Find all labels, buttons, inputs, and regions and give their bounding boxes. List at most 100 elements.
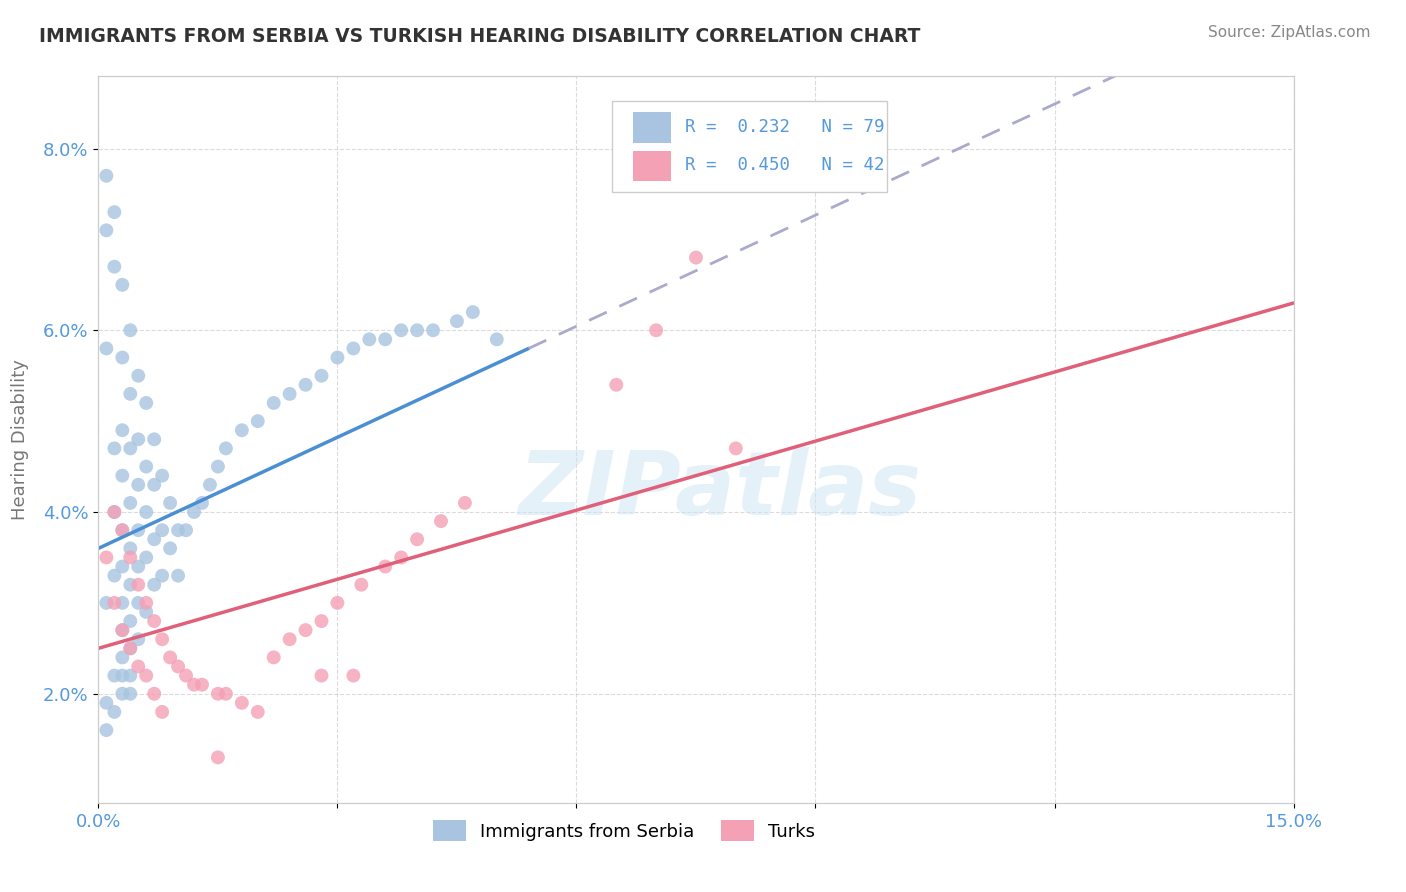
Point — [191, 496, 214, 510]
Point — [359, 332, 381, 346]
Point — [111, 559, 134, 574]
Point — [135, 459, 157, 474]
Point — [135, 505, 157, 519]
Point — [135, 668, 157, 682]
Legend: Immigrants from Serbia, Turks: Immigrants from Serbia, Turks — [426, 813, 823, 848]
Point — [342, 342, 364, 356]
Point — [215, 442, 238, 456]
Point — [143, 477, 166, 491]
Point — [311, 668, 333, 682]
Point — [111, 351, 134, 365]
Text: IMMIGRANTS FROM SERBIA VS TURKISH HEARING DISABILITY CORRELATION CHART: IMMIGRANTS FROM SERBIA VS TURKISH HEARIN… — [39, 27, 921, 45]
Point — [454, 496, 477, 510]
Point — [159, 496, 181, 510]
Point — [127, 659, 149, 673]
Point — [311, 614, 333, 628]
Point — [207, 687, 229, 701]
Point — [207, 459, 229, 474]
Point — [120, 687, 142, 701]
Point — [103, 260, 125, 274]
Point — [167, 659, 190, 673]
Point — [111, 423, 134, 437]
Point — [96, 696, 118, 710]
Point — [150, 705, 173, 719]
Point — [159, 541, 181, 556]
Point — [111, 468, 134, 483]
Point — [645, 323, 668, 337]
Point — [374, 332, 396, 346]
Point — [350, 578, 373, 592]
Point — [127, 368, 149, 383]
Point — [174, 668, 197, 682]
Point — [159, 650, 181, 665]
Point — [446, 314, 468, 328]
Point — [263, 650, 285, 665]
Point — [103, 596, 125, 610]
FancyBboxPatch shape — [633, 151, 671, 181]
Point — [120, 323, 142, 337]
Point — [278, 632, 301, 647]
Text: Source: ZipAtlas.com: Source: ZipAtlas.com — [1208, 25, 1371, 40]
Point — [246, 414, 269, 428]
Point — [150, 632, 173, 647]
Point — [120, 578, 142, 592]
Text: R =  0.450   N = 42: R = 0.450 N = 42 — [685, 156, 884, 174]
Point — [246, 705, 269, 719]
Point — [143, 578, 166, 592]
Point — [174, 523, 197, 537]
Point — [103, 442, 125, 456]
Point — [167, 523, 190, 537]
Point — [389, 323, 412, 337]
Point — [278, 387, 301, 401]
Point — [120, 442, 142, 456]
Point — [191, 678, 214, 692]
Point — [127, 559, 149, 574]
Point — [120, 387, 142, 401]
Point — [127, 432, 149, 446]
Point — [111, 623, 134, 637]
FancyBboxPatch shape — [633, 112, 671, 143]
Point — [120, 550, 142, 565]
Point — [103, 205, 125, 219]
Point — [127, 477, 149, 491]
Point — [183, 678, 205, 692]
Point — [111, 687, 134, 701]
Point — [111, 523, 134, 537]
Point — [120, 614, 142, 628]
Point — [430, 514, 453, 528]
Point — [389, 550, 412, 565]
FancyBboxPatch shape — [613, 102, 887, 192]
Point — [374, 559, 396, 574]
Point — [183, 505, 205, 519]
Point — [231, 423, 253, 437]
Point — [127, 523, 149, 537]
Point — [422, 323, 444, 337]
Point — [143, 614, 166, 628]
Point — [120, 541, 142, 556]
Point — [120, 668, 142, 682]
Point — [485, 332, 508, 346]
Point — [150, 523, 173, 537]
Point — [96, 342, 118, 356]
Point — [111, 623, 134, 637]
Point — [263, 396, 285, 410]
Point — [326, 351, 349, 365]
Point — [111, 668, 134, 682]
Point — [342, 668, 364, 682]
Point — [461, 305, 484, 319]
Point — [111, 523, 134, 537]
Point — [120, 641, 142, 656]
Point — [135, 550, 157, 565]
Point — [103, 505, 125, 519]
Point — [406, 323, 429, 337]
Point — [294, 623, 316, 637]
Y-axis label: Hearing Disability: Hearing Disability — [11, 359, 30, 520]
Point — [111, 650, 134, 665]
Point — [96, 596, 118, 610]
Text: R =  0.232   N = 79: R = 0.232 N = 79 — [685, 118, 884, 136]
Point — [135, 396, 157, 410]
Point — [685, 251, 707, 265]
Point — [120, 641, 142, 656]
Point — [150, 568, 173, 582]
Point — [135, 596, 157, 610]
